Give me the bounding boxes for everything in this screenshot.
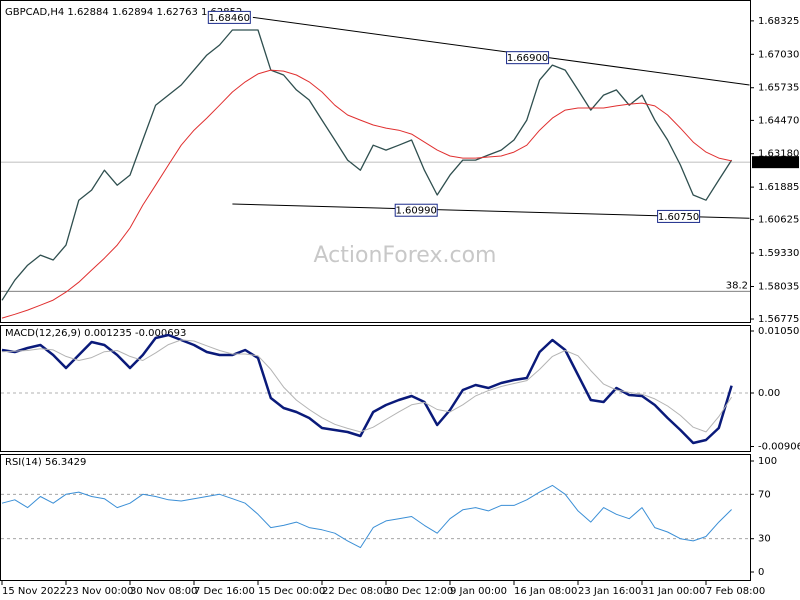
y-tick-label: 0 bbox=[758, 567, 764, 578]
x-tick-label: 9 Jan 00:00 bbox=[450, 586, 507, 597]
rsi-title: RSI(14) 56.3429 bbox=[5, 457, 86, 468]
x-tick-label: 23 Nov 00:00 bbox=[66, 586, 133, 597]
price-label-box bbox=[207, 10, 251, 24]
y-tick-label: 1.65735 bbox=[758, 83, 799, 94]
y-tick-label: 1.68325 bbox=[758, 16, 799, 27]
series-line bbox=[1, 29, 733, 301]
x-tick-label: 15 Nov 2022 bbox=[2, 586, 66, 597]
series-line bbox=[1, 69, 732, 319]
last-price-box bbox=[752, 156, 799, 169]
y-tick-label: 1.61885 bbox=[758, 182, 799, 193]
y-tick-label: 1.58035 bbox=[758, 282, 799, 293]
x-tick-label: 22 Dec 08:00 bbox=[322, 586, 389, 597]
x-tick-label: 16 Jan 08:00 bbox=[514, 586, 577, 597]
y-tick-label: -0.009068 bbox=[758, 442, 800, 453]
x-tick-label: 15 Dec 00:00 bbox=[258, 586, 325, 597]
macd-panel bbox=[0, 325, 751, 452]
y-tick-label: 0.00 bbox=[758, 388, 780, 399]
price-label: 1.66900 bbox=[507, 53, 548, 64]
y-tick-label: 0.010502 bbox=[758, 326, 800, 337]
y-tick-label: 1.67030 bbox=[758, 49, 799, 60]
series-line bbox=[1, 339, 733, 433]
x-tick-label: 7 Feb 08:00 bbox=[706, 586, 765, 597]
y-tick-label: 1.60625 bbox=[758, 215, 799, 226]
x-tick-label: 30 Nov 08:00 bbox=[130, 586, 197, 597]
watermark: ActionForex.com bbox=[314, 243, 497, 268]
y-tick-label: 100 bbox=[758, 456, 777, 467]
series-line bbox=[1, 484, 732, 549]
y-tick-label: 30 bbox=[758, 534, 771, 545]
macd-title: MACD(12,26,9) 0.001235 -0.000693 bbox=[5, 328, 186, 339]
x-tick-label: 23 Jan 16:00 bbox=[578, 586, 641, 597]
last-price-label: 1.62852 bbox=[758, 158, 799, 169]
series-line bbox=[1, 333, 733, 445]
rsi-panel bbox=[0, 454, 751, 581]
x-tick-label: 31 Jan 00:00 bbox=[642, 586, 705, 597]
price-label-box bbox=[394, 203, 438, 217]
price-label: 1.68460 bbox=[209, 13, 250, 24]
y-tick-label: 70 bbox=[758, 489, 771, 500]
fib-label: 38.2 bbox=[726, 280, 748, 291]
price-label-box bbox=[506, 51, 550, 65]
price-panel bbox=[0, 0, 751, 323]
price-title: GBPCAD,H4 1.62884 1.62894 1.62763 1.6285… bbox=[5, 7, 242, 18]
y-tick-label: 1.63180 bbox=[758, 149, 799, 160]
price-label: 1.60750 bbox=[658, 212, 699, 223]
price-label: 1.60990 bbox=[396, 206, 437, 217]
x-tick-label: 7 Dec 16:00 bbox=[194, 586, 255, 597]
x-tick-label: 30 Dec 12:00 bbox=[386, 586, 453, 597]
price-label-box bbox=[657, 209, 701, 223]
trendline bbox=[252, 16, 750, 86]
y-tick-label: 1.59330 bbox=[758, 248, 799, 259]
y-tick-label: 1.56775 bbox=[758, 314, 799, 325]
y-tick-label: 1.64470 bbox=[758, 115, 799, 126]
